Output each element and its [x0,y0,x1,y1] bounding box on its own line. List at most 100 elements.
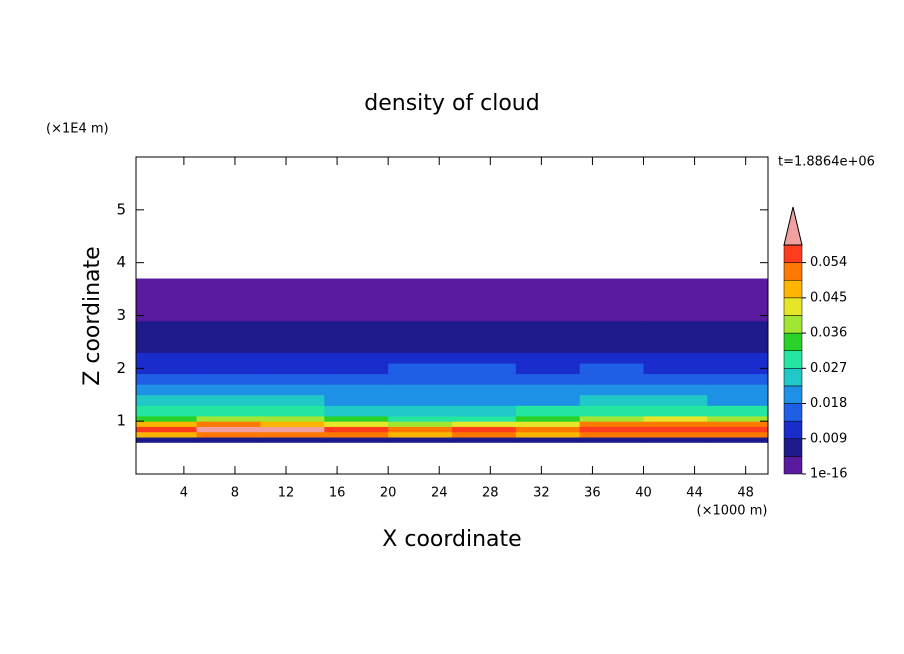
contour-cell [260,384,325,396]
colorbar-tick-label: 0.027 [810,361,847,376]
contour-cell [196,426,261,433]
contour-cell [388,394,453,406]
contour-cell [452,431,517,438]
contour-cell [196,331,261,343]
contour-cell [643,299,708,311]
contour-cell [515,341,581,353]
contour-cell [643,394,708,406]
contour-cell [324,384,389,396]
contour-cell [324,278,389,290]
y-axis-label: Z coordinate [80,246,105,385]
contour-cell [643,310,708,322]
contour-cell [136,299,198,311]
contour-cell [452,320,517,332]
x-tick-label: 40 [635,486,652,501]
contour-cell [452,363,517,375]
colorbar-tick-label: 0.045 [810,290,847,305]
y-tick-label: 5 [116,200,126,218]
contour-cell [260,426,325,433]
contour-cell [260,278,325,290]
contour-cell [515,384,581,396]
contour-cell [260,331,325,343]
contour-cell [388,341,453,353]
colorbar-box [783,262,803,281]
time-label: t=1.8864e+06 [778,155,875,170]
contour-cell [136,431,198,438]
contour-cell [643,363,708,375]
colorbar-box [783,332,803,351]
contour-cell [136,421,198,427]
contour-cell [452,278,517,290]
contour-cell [643,405,708,417]
contour-cell [515,405,581,417]
contour-cell [388,405,453,417]
contour-cell [260,363,325,375]
contour-cell [452,421,517,427]
contour-cell [452,415,517,422]
x-tick-label: 48 [737,486,754,501]
colorbar-box [783,368,803,387]
contour-cell [515,278,581,290]
contour-cell [196,278,261,290]
contour-cell [324,320,389,332]
x-tick-label: 24 [431,486,448,501]
y-tick-label: 3 [116,306,126,324]
contour-cell [643,320,708,332]
colorbar-tick-label: 1e-16 [810,467,848,482]
contour-cell [324,394,389,406]
contour-cell [707,426,769,433]
contour-cell [324,341,389,353]
colorbar-extend [783,206,803,246]
contour-cell [136,415,198,422]
contour-cell [515,426,581,433]
contour-cell [196,320,261,332]
contour-cell [324,289,389,301]
contour-cell [707,299,769,311]
contour-cell [452,341,517,353]
contour-cell [196,384,261,396]
contour-cell [196,289,261,301]
contour-cell [324,373,389,385]
x-tick-label: 36 [584,486,601,501]
contour-cell [643,289,708,301]
contour-cell [136,341,198,353]
contour-cell [196,341,261,353]
contour-cell [388,415,453,422]
contour-cell [707,394,769,406]
contour-cell [388,278,453,290]
x-tick-label: 28 [482,486,499,501]
contour-cell [324,426,389,433]
contour-cell [260,299,325,311]
contour-cell [579,363,645,375]
contour-cell [324,415,389,422]
contour-cell [196,394,261,406]
contour-cell [388,437,453,443]
contour-cell [260,431,325,438]
contour-cell [515,363,581,375]
x-axis-label: X coordinate [382,527,521,552]
contour-cell [260,437,325,443]
contour-cell [452,299,517,311]
contour-cell [136,405,198,417]
contour-cell [707,320,769,332]
contour-cell [324,352,389,364]
contour-cell [707,310,769,322]
colorbar-box [783,315,803,334]
contour-cell [579,437,645,443]
contour-cell [196,299,261,311]
contour-cell [136,320,198,332]
contour-cell [579,352,645,364]
contour-cell [388,331,453,343]
contour-cell [452,405,517,417]
contour-cell [260,289,325,301]
contour-cell [388,289,453,301]
contour-cell [515,431,581,438]
x-tick-label: 8 [231,486,239,501]
contour-cell [707,431,769,438]
contour-cell [579,289,645,301]
contour-cell [324,431,389,438]
contour-cell [388,426,453,433]
contour-cell [136,363,198,375]
colorbar-tick-label: 0.054 [810,255,847,270]
y-tick-label: 1 [116,412,126,430]
